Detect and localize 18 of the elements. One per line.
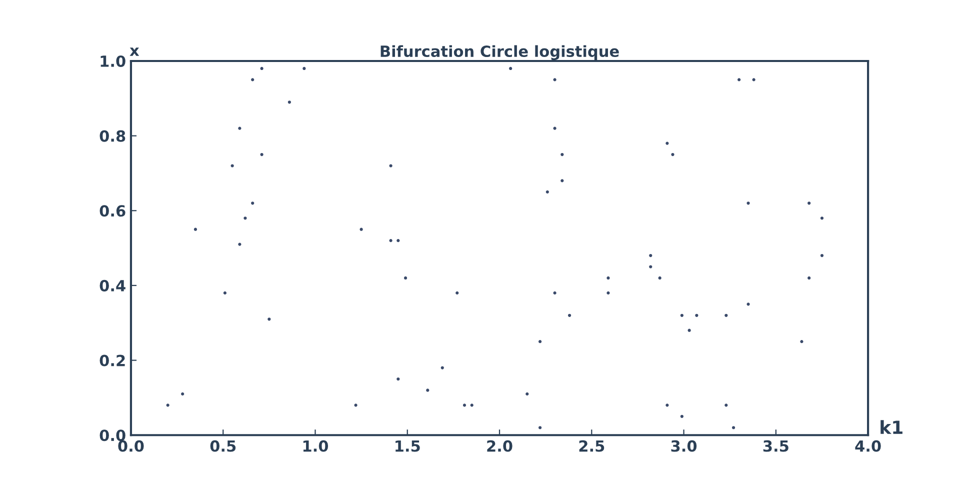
x-tick-label: 1.0 [303,440,328,452]
x-tick-label: 0.0 [118,440,144,452]
chart-title: Bifurcation Circle logistique [380,45,619,60]
x-tick-label: 4.0 [855,440,881,452]
y-axis-title: x [130,48,140,56]
y-tick-label: 0.8 [100,130,126,142]
y-tick-label: 0.6 [100,205,126,217]
x-tick-label: 0.5 [210,440,236,452]
y-tick-label: 0.0 [100,430,126,442]
x-tick-label: 2.5 [579,440,604,452]
x-tick-label: 2.0 [487,440,512,452]
x-tick-label: 3.0 [671,440,697,452]
x-tick-label: 3.5 [763,440,788,452]
y-tick-label: 0.4 [100,280,126,292]
y-tick-label: 1.0 [100,55,126,68]
x-tick-label: 1.5 [396,440,420,452]
x-axis-title: k1 [880,420,902,434]
y-tick-label: 0.2 [100,354,125,366]
